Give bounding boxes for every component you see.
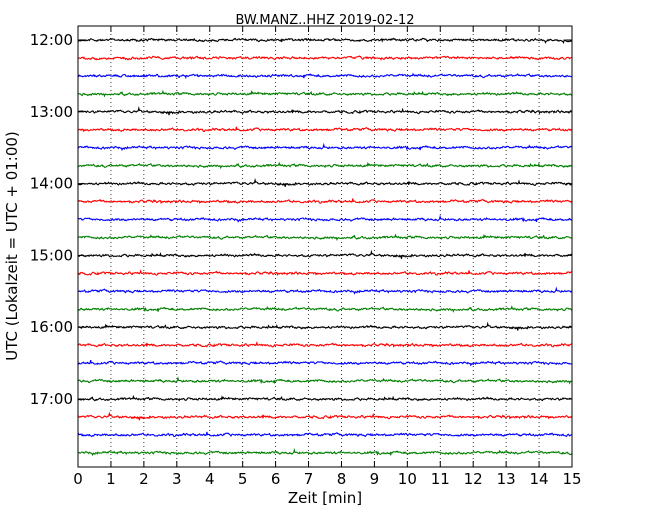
trace-14:45 [77, 233, 573, 241]
x-tick-label-14: 14 [530, 470, 549, 488]
ticks-layer: 0 1 2 3 4 5 6 7 8 9 10 11 12 13 14 1512:0013:0014:0015:… [30, 26, 582, 488]
trace-17:30 [77, 431, 573, 438]
x-tick-label-4: 4 [205, 470, 215, 488]
x-tick-label-15: 15 [562, 470, 581, 488]
trace-17:00 [77, 394, 573, 402]
trace-12:30 [77, 72, 573, 80]
y-tick-label-15:00: 15:00 [30, 246, 73, 264]
trace-16:45 [77, 376, 573, 385]
trace-17:15 [77, 411, 573, 421]
x-tick-label-10: 10 [398, 470, 417, 488]
trace-12:45 [77, 89, 573, 98]
trace-15:15 [77, 269, 573, 276]
x-tick-label-0: 0 [73, 470, 83, 488]
traces-layer [77, 37, 573, 457]
trace-17:45 [77, 447, 573, 457]
trace-13:15 [77, 126, 573, 133]
x-tick-label-8: 8 [337, 470, 347, 488]
y-axis-label: UTC (Lokalzeit = UTC + 01:00) [3, 131, 21, 361]
trace-15:45 [77, 305, 573, 313]
y-tick-label-13:00: 13:00 [30, 103, 73, 121]
x-tick-label-13: 13 [497, 470, 516, 488]
trace-14:00 [77, 177, 573, 188]
trace-15:00 [77, 249, 573, 259]
plot-frame [77, 25, 573, 468]
x-tick-label-12: 12 [464, 470, 483, 488]
trace-16:30 [77, 359, 573, 367]
trace-12:15 [77, 55, 573, 61]
trace-12:00 [77, 37, 573, 45]
x-tick-label-3: 3 [172, 470, 182, 488]
trace-15:30 [77, 286, 573, 295]
trace-13:30 [77, 142, 573, 152]
x-tick-label-5: 5 [238, 470, 248, 488]
trace-14:15 [77, 198, 573, 205]
x-tick-label-1: 1 [106, 470, 116, 488]
chart-title: BW.MANZ..HHZ 2019-02-12 [235, 13, 414, 28]
x-tick-label-11: 11 [431, 470, 450, 488]
y-tick-label-16:00: 16:00 [30, 318, 73, 336]
grid-layer [110, 26, 540, 467]
x-tick-label-9: 9 [370, 470, 380, 488]
trace-13:45 [77, 161, 573, 170]
trace-13:00 [77, 106, 573, 116]
y-tick-label-17:00: 17:00 [30, 390, 73, 408]
y-tick-label-12:00: 12:00 [30, 31, 73, 49]
trace-16:15 [77, 340, 573, 348]
trace-16:00 [77, 321, 573, 331]
trace-14:30 [77, 214, 573, 223]
x-tick-label-7: 7 [304, 470, 314, 488]
x-tick-label-2: 2 [139, 470, 149, 488]
x-axis-label: Zeit [min] [288, 489, 362, 507]
y-tick-label-14:00: 14:00 [30, 175, 73, 193]
x-tick-label-6: 6 [271, 470, 281, 488]
